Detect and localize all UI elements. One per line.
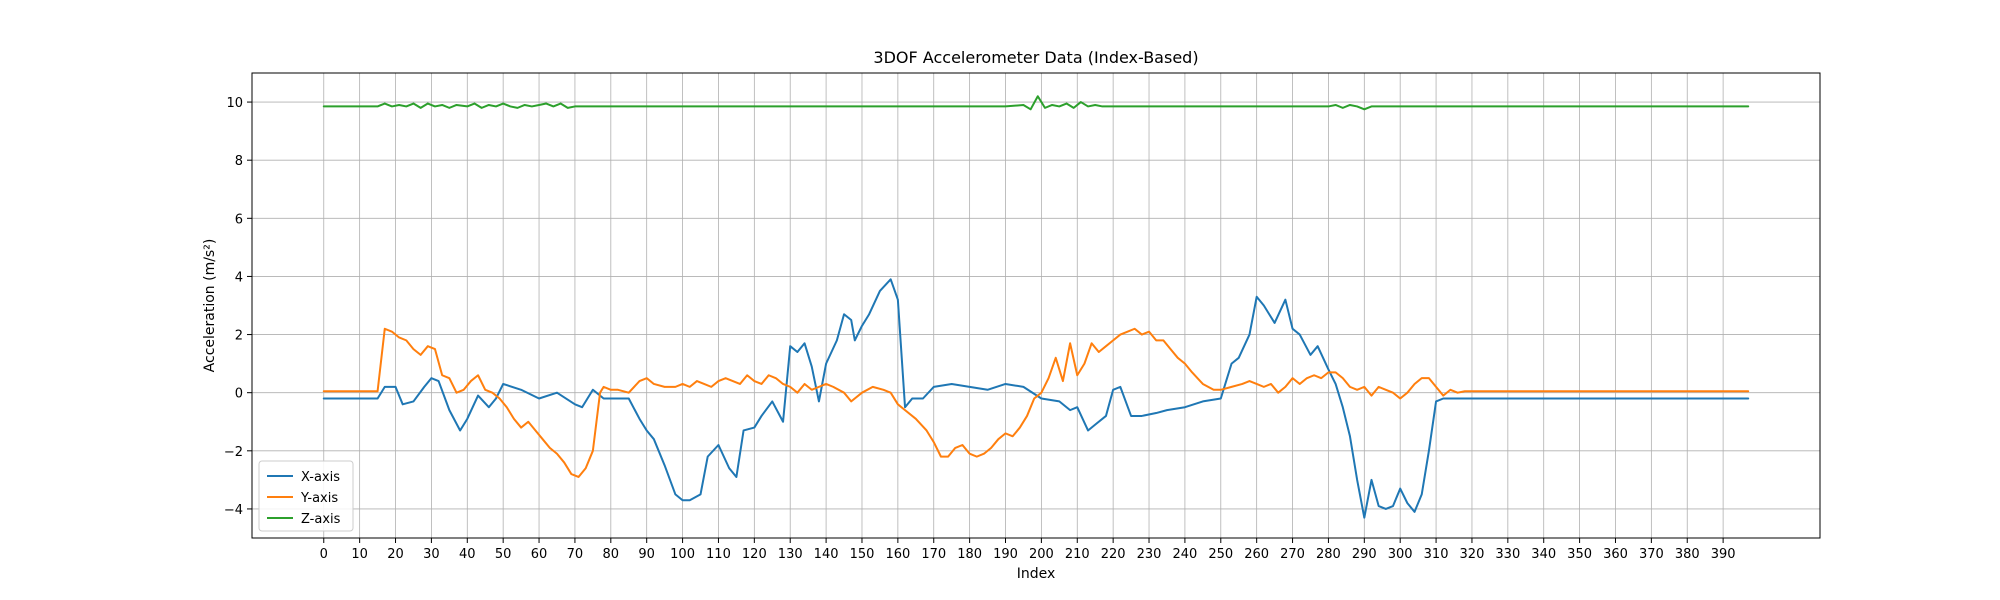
series-layer xyxy=(322,95,1750,519)
x-tick-label: 340 xyxy=(1531,547,1556,562)
x-tick-label: 280 xyxy=(1316,547,1341,562)
x-tick-label: 330 xyxy=(1495,547,1520,562)
x-tick-label: 230 xyxy=(1137,547,1162,562)
x-tick-label: 20 xyxy=(387,547,404,562)
x-tick-label: 120 xyxy=(742,547,767,562)
x-tick-label: 60 xyxy=(531,547,548,562)
x-tick-label: 170 xyxy=(921,547,946,562)
legend: X-axis Y-axis Z-axis xyxy=(258,460,354,532)
x-tick-label: 210 xyxy=(1065,547,1090,562)
series-line-x-axis xyxy=(322,278,1750,519)
x-tick-label: 70 xyxy=(567,547,584,562)
legend-label: X-axis xyxy=(301,470,340,485)
y-tick-label: 6 xyxy=(235,212,243,227)
x-tick-label: 370 xyxy=(1639,547,1664,562)
y-tick-label: −4 xyxy=(224,503,243,518)
x-tick-label: 130 xyxy=(778,547,803,562)
x-tick-label: 270 xyxy=(1280,547,1305,562)
tick-layer: 0 10 20 30 40 50 60 70 80 90 100 110 120 130 140 150 160… xyxy=(224,96,1736,562)
x-tick-label: 250 xyxy=(1208,547,1233,562)
x-tick-label: 150 xyxy=(850,547,875,562)
x-tick-label: 240 xyxy=(1172,547,1197,562)
x-tick-label: 160 xyxy=(885,547,910,562)
x-tick-label: 180 xyxy=(957,547,982,562)
y-tick-label: 0 xyxy=(235,387,243,402)
legend-label: Z-axis xyxy=(301,512,341,527)
x-axis-label: Index xyxy=(1017,566,1056,582)
legend-box xyxy=(258,460,354,532)
legend-label: Y-axis xyxy=(300,491,338,506)
y-axis-label: Acceleration (m/s²) xyxy=(202,239,218,373)
x-tick-label: 300 xyxy=(1388,547,1413,562)
plot-frame xyxy=(251,72,1821,539)
x-tick-label: 360 xyxy=(1603,547,1628,562)
y-tick-label: −2 xyxy=(224,445,243,460)
x-tick-label: 220 xyxy=(1101,547,1126,562)
x-tick-label: 290 xyxy=(1352,547,1377,562)
x-tick-label: 90 xyxy=(638,547,655,562)
y-tick-label: 4 xyxy=(235,270,243,285)
grid-layer xyxy=(252,73,1820,538)
x-tick-label: 0 xyxy=(320,547,328,562)
chart-title: 3DOF Accelerometer Data (Index-Based) xyxy=(873,48,1198,67)
x-tick-label: 200 xyxy=(1029,547,1054,562)
x-tick-label: 50 xyxy=(495,547,512,562)
x-tick-label: 30 xyxy=(423,547,440,562)
x-tick-label: 100 xyxy=(670,547,695,562)
y-tick-label: 2 xyxy=(235,329,243,344)
x-tick-label: 10 xyxy=(351,547,368,562)
x-tick-label: 310 xyxy=(1424,547,1449,562)
x-tick-label: 80 xyxy=(603,547,620,562)
y-tick-label: 8 xyxy=(235,154,243,169)
x-tick-label: 190 xyxy=(993,547,1018,562)
x-tick-label: 140 xyxy=(814,547,839,562)
series-line-y-axis xyxy=(322,327,1750,478)
x-tick-label: 390 xyxy=(1711,547,1736,562)
series-line-z-axis xyxy=(322,95,1750,111)
x-tick-label: 110 xyxy=(706,547,731,562)
x-tick-label: 260 xyxy=(1244,547,1269,562)
x-tick-label: 350 xyxy=(1567,547,1592,562)
y-tick-label: 10 xyxy=(226,96,243,111)
x-tick-label: 380 xyxy=(1675,547,1700,562)
x-tick-label: 40 xyxy=(459,547,476,562)
x-tick-label: 320 xyxy=(1460,547,1485,562)
